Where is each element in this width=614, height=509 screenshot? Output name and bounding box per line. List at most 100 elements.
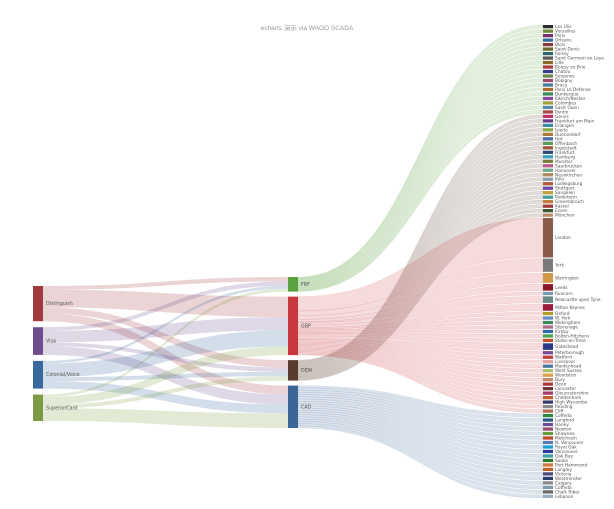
node-cad-langford[interactable] [543,418,553,422]
node-gbp-maidenhead[interactable] [543,364,553,368]
node-visa[interactable] [33,327,43,355]
node-cad-vancouver[interactable] [543,449,553,454]
node-gbp-gateshead[interactable] [543,343,553,350]
node-dem-frankfurt-am-main[interactable] [543,119,553,123]
node-gbp-bolton-hitchens[interactable] [543,334,553,338]
node-dem-offenbach[interactable] [543,141,553,145]
node-gbp-west-sussex[interactable] [543,369,553,373]
node-dem-kassel[interactable] [543,204,553,208]
node-dem-saarbrucken[interactable] [543,164,553,168]
node-gbp-wokingham[interactable] [543,320,553,325]
node-cad-chalk-riber[interactable] [543,490,553,494]
node-cad-shawnee[interactable] [543,431,553,436]
node-gbp-warrington[interactable] [543,273,553,283]
node-cad-langley[interactable] [543,467,553,472]
node-gbp-liverpool[interactable] [543,360,553,364]
node-gbp-watford[interactable] [543,355,553,359]
node-frf[interactable] [288,277,298,292]
node-dem-hof[interactable] [543,137,553,141]
node-gbp-reading[interactable] [543,404,553,409]
node-gbp-woodston[interactable] [543,373,553,377]
node-frf-chatou[interactable] [543,69,553,74]
node-frf-dunkerque[interactable] [543,92,553,96]
node-frf-bracy[interactable] [543,83,553,87]
node-dem-isierle[interactable] [543,128,553,132]
node-dem-gervis[interactable] [543,114,553,119]
node-gbp-cliff[interactable] [543,409,553,413]
node-dem-m-nchen[interactable] [543,213,553,217]
label-dem-duesseldorf: Duesseldorf [555,132,581,138]
node-dem-paderborn[interactable] [543,195,553,199]
node-frf-bobigny[interactable] [543,78,553,83]
node-dem-k-ln[interactable] [543,177,553,181]
node-cad-victoria[interactable] [543,472,553,476]
node-cad-lebanon[interactable] [543,494,553,498]
node-dem-grevenbroich[interactable] [543,200,553,204]
node-gbp-w-york[interactable] [543,316,553,320]
node-dem-stuttgart[interactable] [543,186,553,190]
node-frf-roissy[interactable] [543,51,553,56]
node-frf-pantin[interactable] [543,110,553,114]
node-frf-paris-la-defense[interactable] [543,87,553,92]
node-gbp-newcastle-upon-tyne[interactable] [543,296,553,303]
node-frf-versailles[interactable] [543,29,553,33]
node-cad-coffeda[interactable] [543,413,553,418]
node-gbp[interactable] [288,296,298,356]
node-frf-blois[interactable] [543,42,553,47]
node-dem-frankfurt[interactable] [543,150,553,154]
node-frf-paris[interactable] [543,33,553,38]
node-gbp-deon[interactable] [543,382,553,386]
node-cad[interactable] [288,385,298,428]
node-frf-suresnes[interactable] [543,74,553,78]
node-cad-n-vancouver[interactable] [543,440,553,445]
node-gbp-runcorn[interactable] [543,291,553,296]
node-gbp-oxford[interactable] [543,311,553,316]
node-cad-newton[interactable] [543,427,553,431]
node-cad-oak-bay[interactable] [543,454,553,458]
node-gbp-york[interactable] [543,258,553,272]
node-frf-colombes[interactable] [543,101,553,105]
node-gbp-bury[interactable] [543,378,553,382]
node-dem-erlangen[interactable] [543,123,553,128]
node-frf-les-ulis[interactable] [543,25,553,29]
node-dem-ingolstadt[interactable] [543,146,553,150]
node-dem-duesseldorf[interactable] [543,132,553,137]
node-dem-munster[interactable] [543,159,553,163]
node-dem-neunkirchen[interactable] [543,173,553,177]
node-gbp-gloucestershire[interactable] [543,391,553,395]
node-frf-orleans[interactable] [543,38,553,42]
node-cad-metchosin[interactable] [543,436,553,440]
node-superiorcard[interactable] [33,394,43,421]
node-cad-westminster[interactable] [543,476,553,481]
node-cad-royal-oak[interactable] [543,445,553,449]
node-gbp-stoke-on-trent[interactable] [543,338,553,343]
node-cad-port-hammond[interactable] [543,463,553,467]
node-gbp-leeds[interactable] [543,284,553,291]
node-dem-hamburg[interactable] [543,155,553,159]
node-distinguish[interactable] [33,286,43,322]
node-dem-ludwigsburg[interactable] [543,182,553,186]
node-dem-hannover[interactable] [543,168,553,172]
node-frf-lille[interactable] [543,60,553,65]
node-gbp-lancaster[interactable] [543,386,553,391]
node-gbp-kirkby[interactable] [543,329,553,334]
node-frf-illkirch-necker[interactable] [543,96,553,101]
node-dem-sangelen[interactable] [543,191,553,195]
node-colonial-voice[interactable] [33,360,43,389]
node-dem[interactable] [288,360,298,381]
node-gbp-milton-keynes[interactable] [543,304,553,311]
node-gbp-cheltenham[interactable] [543,395,553,400]
node-frf-saint-germain-en-laye[interactable] [543,56,553,60]
node-gbp-london[interactable] [543,217,553,258]
node-gbp-peterborough[interactable] [543,351,553,355]
node-frf-boissy-en-brie[interactable] [543,65,553,69]
node-cad-coffeda[interactable] [543,485,553,490]
node-cad-haney[interactable] [543,422,553,427]
node-frf-saint-ouen[interactable] [543,105,553,110]
node-cad-sooke[interactable] [543,458,553,463]
node-frf-saint-denis[interactable] [543,47,553,51]
node-cad-calgary[interactable] [543,481,553,485]
node-dem-essen[interactable] [543,209,553,213]
node-gbp-high-wycombe[interactable] [543,400,553,404]
node-gbp-stevenage[interactable] [543,325,553,329]
